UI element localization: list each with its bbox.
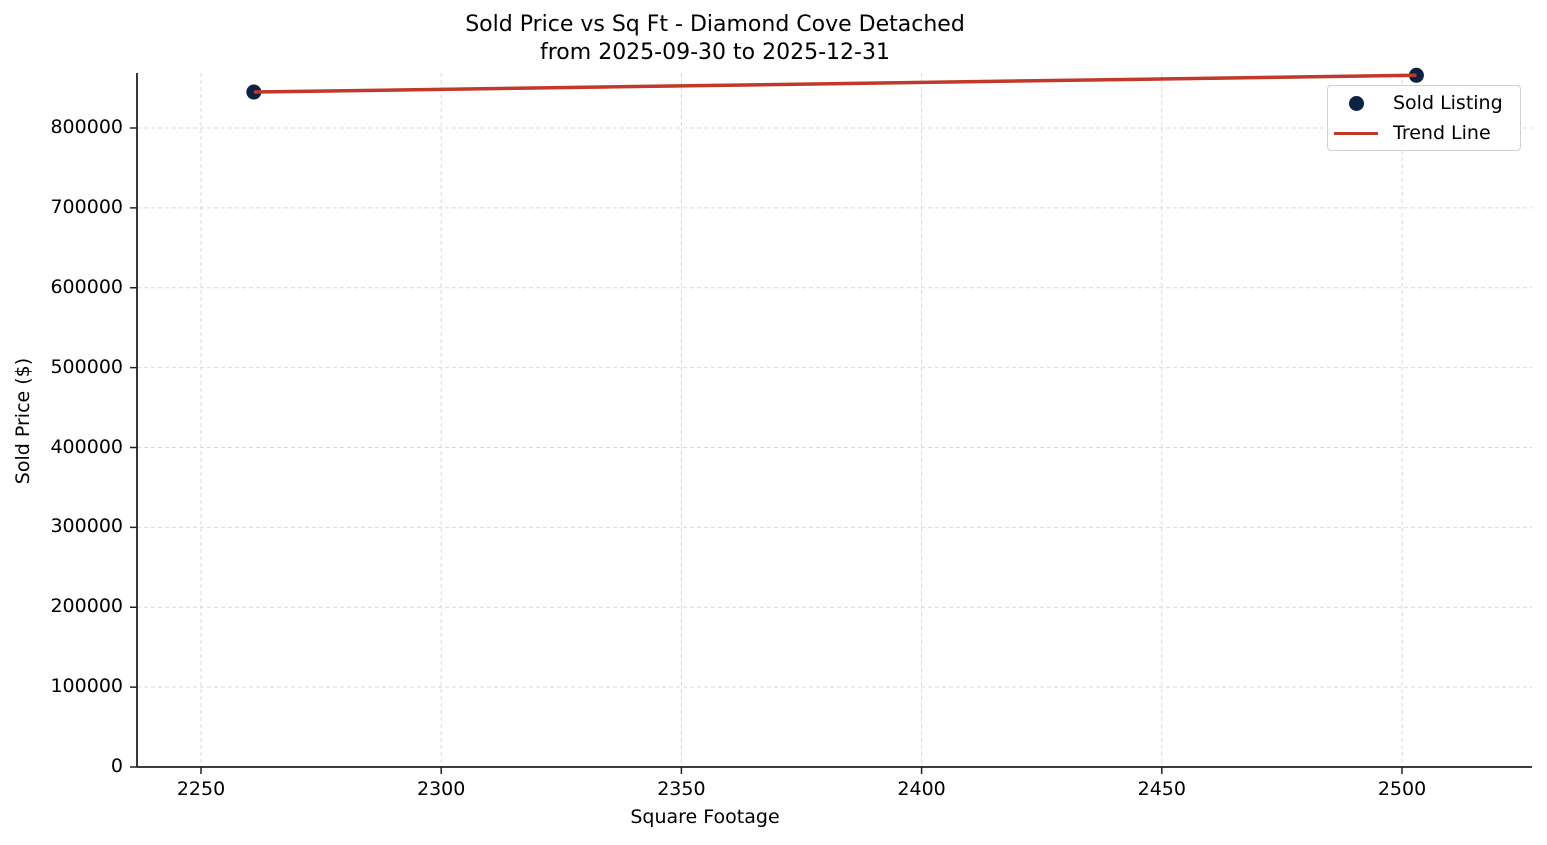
y-tick-label: 700000 bbox=[50, 195, 123, 218]
x-tick-label: 2500 bbox=[1377, 778, 1427, 800]
axes bbox=[130, 73, 1532, 774]
x-tick-label: 2300 bbox=[417, 778, 466, 800]
grid-lines bbox=[137, 73, 1532, 767]
x-tick-label: 2450 bbox=[1137, 778, 1186, 800]
scatter-marker-icon bbox=[1349, 95, 1364, 111]
legend-item-sold-listing: Sold Listing bbox=[1328, 89, 1520, 117]
chart-subtitle: from 2025-09-30 to 2025-12-31 bbox=[540, 40, 890, 65]
y-tick-label: 300000 bbox=[50, 515, 123, 538]
line-marker-icon bbox=[1334, 131, 1378, 135]
y-tick-label: 600000 bbox=[50, 275, 123, 298]
trend-line bbox=[253, 73, 1417, 94]
x-tick-label: 2400 bbox=[897, 778, 946, 800]
data-series bbox=[246, 67, 1424, 100]
y-tick-label: 200000 bbox=[50, 595, 123, 618]
x-tick-label: 2250 bbox=[176, 778, 226, 800]
legend: Sold Listing Trend Line bbox=[1327, 85, 1521, 151]
y-tick-label: 800000 bbox=[50, 116, 123, 138]
y-tick-label: 500000 bbox=[50, 355, 123, 378]
x-tick-label: 2350 bbox=[657, 778, 706, 800]
y-axis-label: Sold Price ($) bbox=[12, 357, 34, 485]
legend-item-trend-line: Trend Line bbox=[1328, 119, 1520, 147]
y-tick-label: 100000 bbox=[50, 675, 123, 698]
y-tick-label: 400000 bbox=[50, 435, 123, 458]
chart-title: Sold Price vs Sq Ft - Diamond Cove Detac… bbox=[465, 12, 965, 37]
x-axis-label: Square Footage bbox=[630, 806, 780, 828]
y-tick-label: 0 bbox=[110, 755, 123, 777]
